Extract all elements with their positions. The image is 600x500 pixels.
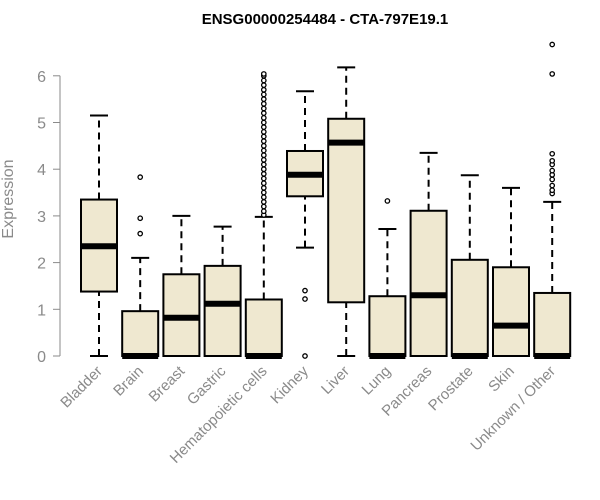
box <box>244 298 283 358</box>
outlier-point <box>260 82 267 88</box>
outlier-point <box>549 182 556 189</box>
box-group <box>80 114 118 357</box>
y-tick-label: 0 <box>37 349 46 366</box>
outlier-point <box>260 128 267 135</box>
outlier-point <box>260 166 267 173</box>
outlier-point <box>260 147 267 154</box>
outlier-point <box>260 161 267 168</box>
box-group <box>327 66 366 357</box>
outlier-point <box>260 124 267 131</box>
outlier-point <box>137 215 144 222</box>
category-label: Lung <box>359 363 395 399</box>
outlier-point <box>260 185 267 191</box>
y-axis-title: Expression <box>0 159 17 238</box>
chart-title: ENSG00000254484 - CTA-797E19.1 <box>202 11 449 28</box>
box <box>368 295 407 357</box>
outlier-point <box>549 176 556 183</box>
outlier-point <box>260 114 267 121</box>
y-tick-label: 1 <box>37 302 46 319</box>
outlier-point <box>260 96 267 103</box>
y-tick-label: 6 <box>37 69 46 86</box>
box <box>533 291 572 357</box>
outlier-point <box>260 86 267 93</box>
box-group <box>492 186 530 357</box>
outlier-point <box>260 175 267 182</box>
category-label: Kidney <box>267 362 312 407</box>
outlier-point <box>137 174 144 180</box>
outlier-point <box>260 105 267 112</box>
box-group <box>409 151 448 357</box>
outlier-point <box>549 150 556 157</box>
outlier-point <box>302 353 308 359</box>
outlier-point <box>549 167 556 174</box>
box-group <box>450 174 489 359</box>
outlier-point <box>302 287 308 294</box>
outlier-point <box>549 71 556 77</box>
category-label: Skin <box>485 363 518 396</box>
plot-area <box>80 41 572 359</box>
outlier-point <box>549 157 556 164</box>
outlier-point <box>260 199 267 205</box>
outlier-point <box>549 41 556 48</box>
box-group <box>368 198 407 359</box>
outlier-point <box>384 198 391 204</box>
box <box>327 117 366 304</box>
outlier-point <box>260 110 267 117</box>
y-tick-label: 3 <box>37 209 46 226</box>
box-group <box>121 174 160 359</box>
outlier-point <box>260 143 267 149</box>
outlier-point <box>549 187 556 194</box>
outlier-point <box>260 171 267 177</box>
category-label: Prostate <box>425 363 477 415</box>
category-label: Liver <box>318 363 353 398</box>
outlier-point <box>260 71 267 77</box>
box-group <box>203 225 242 357</box>
box-group <box>244 71 283 359</box>
outlier-point <box>260 77 267 84</box>
outlier-point <box>260 189 267 196</box>
outlier-point <box>260 100 267 107</box>
category-label: Bladder <box>57 363 106 412</box>
outlier-point <box>260 119 267 126</box>
y-axis: 0 1 2 3 4 5 6 <box>37 69 61 366</box>
outlier-point <box>260 194 267 201</box>
category-label: Brain <box>110 363 147 400</box>
outlier-point <box>137 230 144 237</box>
outlier-point <box>260 157 267 163</box>
outlier-point <box>260 152 267 159</box>
box <box>121 310 160 357</box>
outlier-point <box>260 91 267 98</box>
box-group <box>162 214 201 357</box>
box <box>450 258 489 358</box>
y-tick-label: 5 <box>37 116 46 133</box>
outlier-point <box>260 138 267 145</box>
box-group <box>286 90 324 359</box>
outlier-point <box>260 180 267 187</box>
box-group <box>533 41 572 359</box>
outlier-point <box>260 208 267 215</box>
y-tick-label: 2 <box>37 256 46 273</box>
outlier-point <box>302 296 308 302</box>
box <box>203 264 242 357</box>
y-tick-label: 4 <box>37 162 46 179</box>
box <box>409 209 448 357</box>
box <box>492 266 530 357</box>
category-label: Breast <box>146 362 189 405</box>
outlier-point <box>260 133 267 140</box>
outlier-point <box>260 203 267 210</box>
